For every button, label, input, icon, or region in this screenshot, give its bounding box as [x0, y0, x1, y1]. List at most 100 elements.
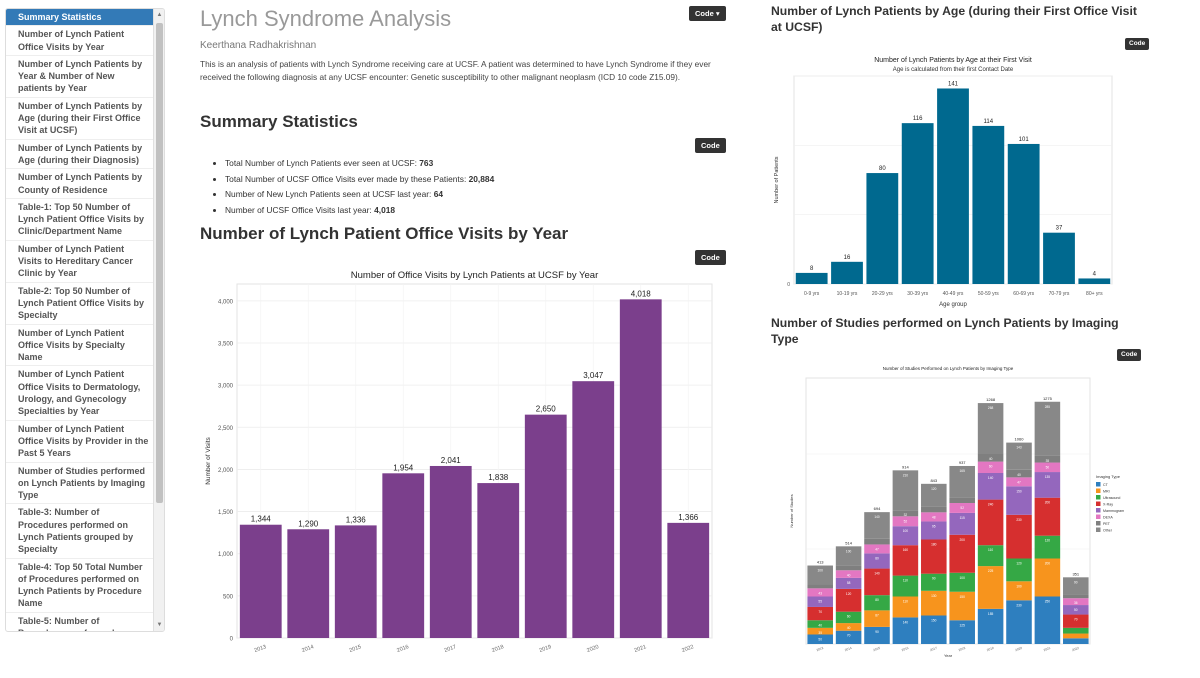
segment-label: 50: [1046, 466, 1050, 470]
data-label: 1,954: [393, 463, 414, 472]
legend-entry: X-Ray: [1103, 503, 1113, 507]
toc-item[interactable]: Summary Statistics: [6, 9, 155, 27]
bar-segment: [1006, 558, 1032, 582]
data-label: 3,047: [583, 371, 604, 380]
toc-item[interactable]: Table-1: Top 50 Number of Lynch Patient …: [6, 199, 155, 241]
toc-item[interactable]: Number of Lynch Patient Office Visits by…: [6, 421, 155, 463]
toc-scrollbar[interactable]: ▲ ▼: [153, 9, 164, 631]
bar-segment: [949, 572, 975, 592]
bar-segment: [977, 499, 1004, 546]
bar-segment: [1034, 401, 1061, 456]
bar-segment: [921, 573, 947, 591]
imaging-code-button[interactable]: Code: [1117, 349, 1142, 361]
right-column: Number of Lynch Patients by Age (during …: [770, 0, 1200, 678]
summary-item-value: 20,884: [468, 173, 495, 184]
imaging-heading: Number of Studies performed on Lynch Pat…: [771, 316, 1119, 346]
intro-text: This is an analysis of patients with Lyn…: [200, 59, 711, 82]
data-label: 1,366: [678, 513, 699, 522]
bar-segment: [949, 512, 975, 535]
chart-title: Number of Office Visits by Lynch Patient…: [351, 270, 598, 281]
segment-label: 47: [1017, 480, 1021, 484]
toc-item[interactable]: Table-5: Number of Procedures performed …: [6, 613, 155, 631]
data-label: 1060: [1015, 437, 1025, 442]
toc-scroll-thumb[interactable]: [156, 23, 163, 503]
bar-segment: [949, 465, 975, 498]
bar: [334, 525, 377, 638]
legend-swatch: [1096, 508, 1101, 513]
segment-label: 230: [1016, 518, 1022, 522]
age-heading: Number of Lynch Patients by Age (during …: [771, 4, 1137, 34]
scroll-up-icon[interactable]: ▲: [156, 12, 163, 18]
code-all-button[interactable]: Code ▾: [689, 6, 726, 21]
page-title: Lynch Syndrome Analysis: [200, 6, 452, 31]
bar-segment: [864, 595, 890, 611]
x-tick-label: 2021: [634, 644, 648, 654]
segment-label: 110: [903, 579, 908, 583]
bar-segment: [864, 626, 890, 644]
scroll-down-icon[interactable]: ▼: [156, 622, 163, 628]
imaging-type-chart: Number of Studies Performed on Lynch Pat…: [789, 366, 1124, 658]
summary-item: Total Number of Lynch Patients ever seen…: [225, 156, 494, 172]
toc-item[interactable]: Number of Lynch Patient Office Visits by…: [6, 26, 155, 56]
summary-item-value: 4,018: [374, 204, 396, 215]
x-tick-label: 2014: [844, 646, 852, 652]
data-label: 1275: [1043, 396, 1053, 401]
toc-item[interactable]: Number of Lynch Patients by Age (during …: [6, 140, 155, 170]
bar-segment: [864, 553, 890, 569]
y-tick-label: 3,000: [218, 384, 234, 390]
toc-item[interactable]: Table-3: Number of Procedures performed …: [6, 504, 155, 559]
summary-code-button[interactable]: Code: [695, 138, 726, 153]
summary-item-label: Total Number of Lynch Patients ever seen…: [225, 158, 420, 168]
chart-title: Number of Studies Performed on Lynch Pat…: [883, 366, 1014, 371]
summary-item: Number of UCSF Office Visits last year: …: [225, 203, 494, 219]
y-tick-label: 2,000: [218, 468, 234, 474]
summary-item-value: 763: [419, 158, 434, 168]
data-label: 141: [948, 81, 959, 87]
segment-label: 60: [847, 615, 851, 619]
segment-label: 80: [875, 556, 879, 560]
y-tick-label: 0: [230, 637, 234, 643]
legend-title: Imaging Type: [1096, 474, 1121, 479]
toc-item[interactable]: Number of Lynch Patient Visits to Heredi…: [6, 241, 155, 283]
segment-label: 100: [818, 569, 824, 573]
segment-label: 110: [903, 600, 908, 604]
toc-item[interactable]: Table-4: Top 50 Total Number of Procedur…: [6, 559, 155, 613]
visits-code-button[interactable]: Code: [695, 250, 726, 265]
toc-item[interactable]: Number of Studies performed on Lynch Pat…: [6, 463, 155, 505]
segment-label: 35: [818, 631, 822, 635]
segment-label: 120: [1016, 562, 1022, 566]
age-code-button[interactable]: Code: [1125, 38, 1150, 50]
bar-segment: [1006, 486, 1032, 515]
segment-label: 40: [1017, 473, 1021, 477]
segment-label: 250: [1045, 600, 1051, 604]
segment-label: 100: [846, 549, 852, 553]
bar-segment: [921, 521, 947, 540]
toc-item[interactable]: Number of Lynch Patient Office Visits by…: [6, 325, 155, 367]
segment-label: 40: [989, 457, 993, 461]
segment-label: 135: [1045, 475, 1051, 479]
data-label: 1,290: [298, 519, 319, 528]
toc-item[interactable]: Table-2: Top 50 Number of Lynch Patient …: [6, 283, 155, 325]
segment-label: 200: [960, 538, 966, 542]
bar-segment: [977, 566, 1004, 609]
bar-segment: [977, 403, 1004, 454]
segment-label: 200: [1045, 501, 1051, 505]
segment-label: 70: [818, 610, 822, 614]
segment-label: 140: [903, 620, 909, 624]
bar: [667, 522, 710, 638]
bar-segment: [892, 526, 919, 546]
toc-item[interactable]: Number of Lynch Patients by Age (during …: [6, 98, 155, 140]
legend-swatch: [1096, 514, 1101, 519]
bar-segment: [1006, 581, 1032, 601]
toc-item[interactable]: Number of Lynch Patient Office Visits to…: [6, 366, 155, 421]
segment-label: 150: [931, 619, 937, 623]
segment-label: 100: [1016, 584, 1022, 588]
segment-label: 95: [932, 524, 936, 528]
toc-item[interactable]: Number of Lynch Patients by Year & Numbe…: [6, 56, 155, 98]
x-tick-label: 2018: [491, 644, 505, 654]
toc-sidebar: Summary Statistics Number of Lynch Patien…: [5, 8, 165, 632]
x-tick-label: 30-39 yrs: [907, 291, 928, 297]
toc-item[interactable]: Number of Lynch Patients by County of Re…: [6, 169, 155, 199]
x-tick-label: 60-69 yrs: [1013, 291, 1034, 297]
bar-segment: [807, 584, 833, 589]
